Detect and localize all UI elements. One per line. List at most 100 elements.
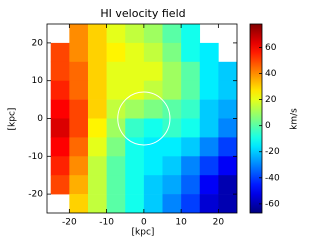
cell	[125, 24, 145, 44]
cell	[87, 175, 107, 195]
cell	[106, 118, 126, 138]
cell	[87, 99, 107, 119]
cell	[50, 156, 70, 176]
y-tick-label: -20	[28, 190, 43, 200]
cell	[218, 80, 237, 100]
y-tick-label: 20	[32, 38, 44, 48]
colorbar-tick-label: 0	[265, 121, 271, 131]
cell	[162, 42, 182, 63]
cell	[199, 194, 219, 213]
cell	[181, 194, 201, 213]
cell	[50, 99, 70, 119]
cell	[199, 118, 219, 138]
cell	[87, 194, 107, 213]
cell	[181, 118, 201, 138]
cell	[50, 42, 70, 63]
cell	[69, 175, 89, 195]
cell	[162, 118, 182, 138]
cell	[162, 137, 182, 157]
cell	[87, 61, 107, 81]
cell	[125, 137, 145, 157]
cell	[125, 61, 145, 81]
cell	[181, 24, 201, 44]
cell	[181, 156, 201, 176]
cell	[162, 24, 182, 44]
cell	[125, 99, 145, 119]
cell	[218, 175, 237, 195]
cell	[125, 175, 145, 195]
cell	[162, 194, 182, 213]
cell	[162, 80, 182, 100]
cell	[87, 137, 107, 157]
cell	[50, 80, 70, 100]
cell	[106, 80, 126, 100]
image	[50, 24, 237, 213]
cell	[199, 80, 219, 100]
colorbar-tick-label: 40	[265, 69, 277, 79]
cell	[106, 61, 126, 81]
cell	[69, 118, 89, 138]
cell	[87, 118, 107, 138]
cell	[218, 99, 237, 119]
colorbar-tick-label: -20	[265, 147, 280, 157]
y-tick-label: -10	[28, 152, 43, 162]
x-tick-label: 0	[141, 218, 147, 228]
cell	[50, 137, 70, 157]
cell	[69, 137, 89, 157]
cell	[143, 137, 163, 157]
cell	[87, 80, 107, 100]
cell	[69, 194, 89, 213]
cell	[143, 175, 163, 195]
cell	[181, 137, 201, 157]
cell	[69, 156, 89, 176]
cell	[69, 61, 89, 81]
cell	[125, 194, 145, 213]
colorbar-tick-label: -40	[265, 173, 280, 183]
cell	[218, 118, 237, 138]
chart-title: HI velocity field	[100, 7, 185, 20]
cell	[50, 61, 70, 81]
x-axis-label: [kpc]	[132, 228, 155, 238]
annotation-circle	[117, 91, 171, 146]
cell	[143, 80, 163, 100]
cell	[125, 42, 145, 63]
cell	[106, 137, 126, 157]
cell	[199, 61, 219, 81]
colorbar-label: km/s	[290, 108, 300, 130]
cell	[218, 194, 237, 213]
cell	[50, 118, 70, 138]
x-tick-label: -10	[99, 218, 114, 228]
cell	[106, 99, 126, 119]
cell	[162, 61, 182, 81]
cell	[143, 156, 163, 176]
cell	[69, 80, 89, 100]
y-tick-label: 0	[37, 114, 43, 124]
colorbar-tick-label: -60	[265, 199, 280, 209]
cell	[125, 80, 145, 100]
cell	[181, 175, 201, 195]
cell	[199, 156, 219, 176]
cell	[125, 156, 145, 176]
cell	[218, 156, 237, 176]
cell	[218, 61, 237, 81]
y-tick-label: 10	[32, 76, 44, 86]
cell	[69, 42, 89, 63]
y-axis-label: [kpc]	[8, 108, 18, 131]
cell	[199, 99, 219, 119]
cell	[199, 175, 219, 195]
cell	[106, 156, 126, 176]
colorbar-tick-label: 20	[265, 95, 277, 105]
x-tick-label: 10	[175, 218, 187, 228]
cell	[181, 99, 201, 119]
x-tick-label: 20	[213, 218, 225, 228]
cell	[181, 61, 201, 81]
cell	[143, 99, 163, 119]
cell	[143, 24, 163, 44]
cell	[143, 61, 163, 81]
cell	[87, 42, 107, 63]
cell	[125, 118, 145, 138]
cell	[199, 137, 219, 157]
cell	[162, 156, 182, 176]
colorbar-tick-label: 60	[265, 43, 277, 53]
x-tick-label: -20	[62, 218, 77, 228]
